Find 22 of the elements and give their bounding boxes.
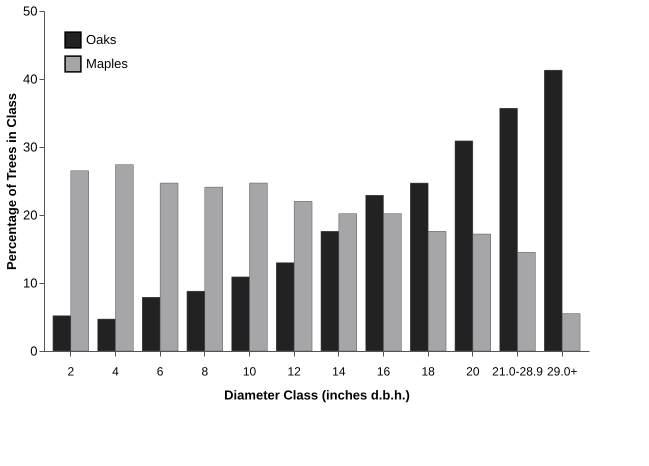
legend-label: Oaks: [86, 32, 117, 47]
x-tick-label: 16: [376, 364, 390, 378]
x-tick-label: 4: [112, 364, 120, 378]
y-tick-label: 30: [23, 140, 38, 154]
y-axis-title: Percentage of Trees in Class: [4, 92, 20, 270]
x-tick-label: 2: [67, 364, 74, 378]
x-tick-label: 18: [422, 364, 436, 378]
y-tick-label: 40: [23, 72, 38, 86]
x-axis-title: Diameter Class (inches d.b.h.): [224, 388, 410, 402]
x-tick-label: 8: [201, 364, 208, 378]
legend-label: Maples: [86, 56, 128, 71]
x-tick-label: 29.0+: [547, 364, 578, 378]
y-tick-label: 20: [23, 208, 38, 222]
x-tick-label: 6: [156, 364, 164, 378]
x-tick-label: 20: [466, 364, 480, 378]
y-tick-label: 0: [30, 344, 38, 358]
x-tick-label: 21.0-28.9: [492, 364, 544, 378]
x-tick-label: 12: [287, 364, 302, 378]
y-tick-label: 50: [23, 4, 38, 18]
x-tick-label: 14: [332, 364, 346, 378]
x-tick-label: 10: [242, 364, 256, 378]
y-tick-label: 10: [23, 276, 38, 290]
